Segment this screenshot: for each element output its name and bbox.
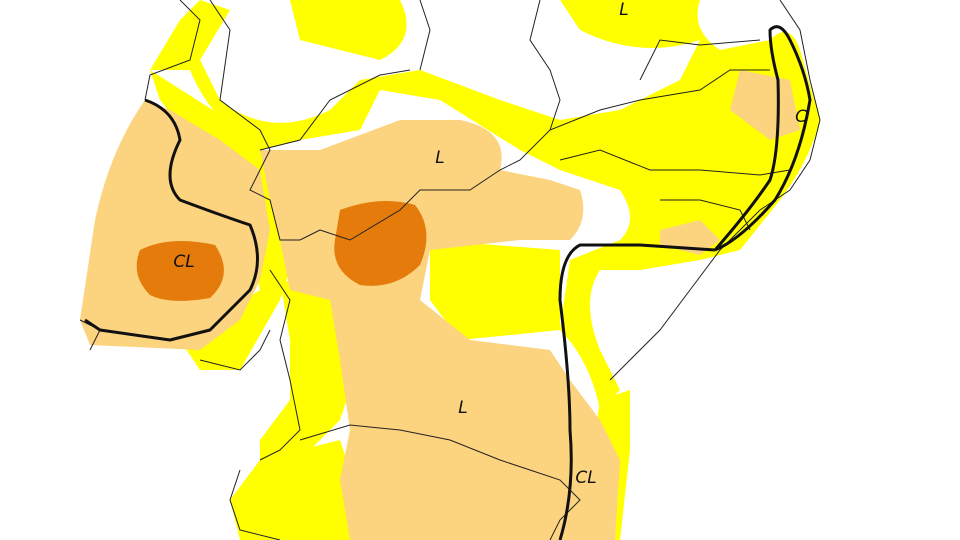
impact-boundaries bbox=[84, 25, 812, 540]
map-label: L bbox=[458, 398, 467, 418]
severe-areas bbox=[136, 201, 427, 301]
map-label: CL bbox=[173, 252, 194, 272]
map-label: CL bbox=[575, 468, 596, 488]
map-label: L bbox=[619, 0, 628, 20]
map-label: C bbox=[795, 107, 807, 127]
state-borders bbox=[79, 0, 821, 540]
labels: L C L CL L CL bbox=[173, 0, 807, 488]
map-label: L bbox=[435, 148, 444, 168]
